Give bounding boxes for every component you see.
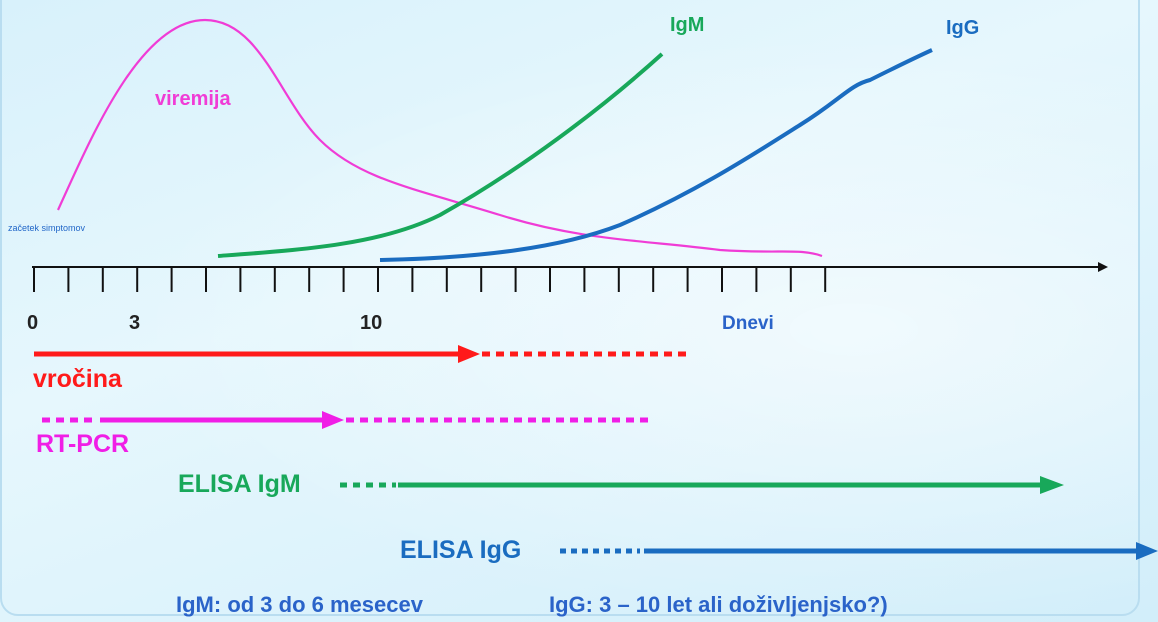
elisa-igm-label: ELISA IgM (178, 470, 301, 498)
vrocina-label: vročina (33, 365, 122, 393)
rtpcr-label: RT-PCR (36, 430, 130, 458)
tick-label-0: 0 (27, 312, 39, 334)
igg-curve-label: IgG (946, 17, 980, 39)
elisa-igg-label: ELISA IgG (400, 536, 522, 564)
rtpcr-bar (42, 411, 652, 429)
viremija-label: viremija (155, 88, 231, 110)
vrocina-bar (34, 345, 688, 363)
elisa-igm-bar (340, 476, 1064, 494)
onset-label: začetek simptomov (8, 223, 86, 233)
axis-unit-label: Dnevi (722, 313, 774, 334)
igm-curve (217, 52, 664, 258)
igm-curve-label: IgM (670, 14, 705, 36)
tick-label-3: 3 (129, 312, 141, 334)
elisa-igg-bar (560, 542, 1158, 560)
viremija-curve (56, 18, 823, 258)
tick-label-10: 10 (360, 312, 383, 334)
igg-curve (379, 48, 933, 262)
slide-frame (0, 0, 1140, 616)
igm-duration-note: IgM: od 3 do 6 mesecev (176, 592, 423, 617)
igg-duration-note: IgG: 3 – 10 let ali doživljenjsko?) (549, 592, 888, 617)
time-axis (32, 262, 1108, 292)
